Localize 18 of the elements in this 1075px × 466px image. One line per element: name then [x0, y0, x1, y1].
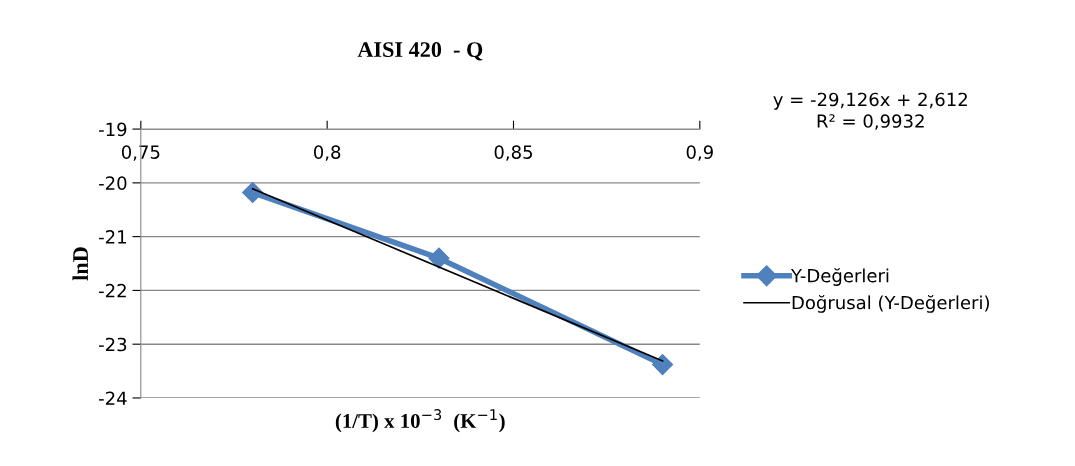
y-tick-label: -23	[99, 337, 127, 352]
y-axis-title: lnD	[72, 247, 88, 281]
y-tick-label: -19	[99, 122, 127, 137]
x-tick-label: 0,75	[121, 145, 160, 161]
chart-title: AISI 420 - Q	[357, 42, 483, 61]
y-tick-label: -22	[99, 283, 126, 298]
x-tick-label: 0,9	[686, 145, 713, 161]
x-tick-label: 0,85	[494, 145, 533, 161]
legend-label: Doğrusal (Y-Değerleri)	[792, 294, 989, 313]
x-axis-title: (1/T) x 10$^{−3}$ (K$^{−1}$)	[335, 409, 505, 433]
x-tick-label: 0,8	[313, 145, 341, 161]
point	[652, 354, 674, 376]
y-tick-label: -20	[99, 176, 127, 190]
y-tick-label: -24	[99, 391, 127, 405]
point	[428, 247, 450, 269]
legend-label: Y-Değerleri	[790, 267, 889, 286]
y-tick-label: -21	[99, 230, 126, 244]
text: y = -29,126x + 2,612 R² = 0,9932	[773, 92, 967, 130]
